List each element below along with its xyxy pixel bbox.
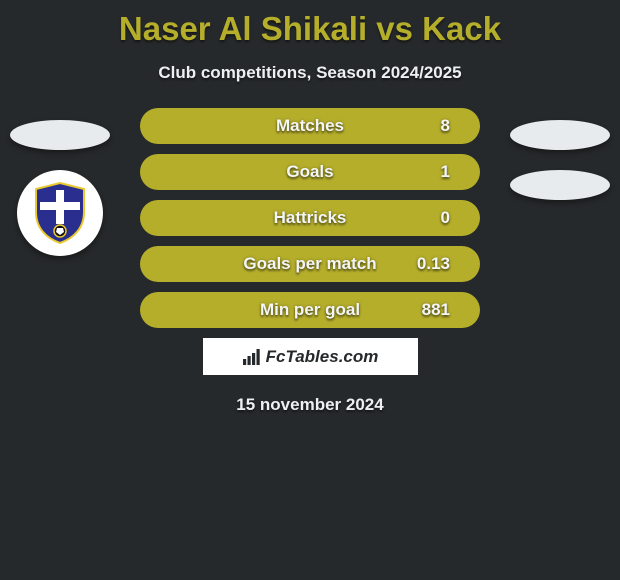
- row-right-cap: [462, 200, 480, 236]
- row-mid: Goals 1: [158, 154, 462, 190]
- stat-label: Goals per match: [243, 254, 376, 274]
- stat-row: Min per goal 881: [140, 292, 480, 328]
- stat-label: Matches: [276, 116, 344, 136]
- row-mid: Goals per match 0.13: [158, 246, 462, 282]
- row-right-cap: [462, 292, 480, 328]
- stat-label: Min per goal: [260, 300, 360, 320]
- stat-value-right: 0: [441, 208, 450, 228]
- stat-label: Hattricks: [274, 208, 347, 228]
- stat-row: Matches 8: [140, 108, 480, 144]
- brand-label: FcTables.com: [266, 347, 379, 367]
- brand-box[interactable]: FcTables.com: [203, 338, 418, 375]
- bar-chart-icon: [242, 348, 262, 366]
- stat-row: Goals 1: [140, 154, 480, 190]
- subtitle: Club competitions, Season 2024/2025: [0, 63, 620, 83]
- row-left-cap: [140, 154, 158, 190]
- stat-value-right: 0.13: [417, 254, 450, 274]
- row-left-cap: [140, 246, 158, 282]
- stat-label: Goals: [286, 162, 333, 182]
- stats-board: Matches 8 Goals 1 Hattricks 0 Goals per …: [70, 108, 550, 415]
- row-mid: Matches 8: [158, 108, 462, 144]
- page-title: Naser Al Shikali vs Kack: [0, 0, 620, 48]
- row-left-cap: [140, 292, 158, 328]
- stat-value-right: 1: [441, 162, 450, 182]
- stat-value-right: 8: [441, 116, 450, 136]
- stat-row: Hattricks 0: [140, 200, 480, 236]
- row-left-cap: [140, 108, 158, 144]
- stat-row: Goals per match 0.13: [140, 246, 480, 282]
- stat-value-right: 881: [422, 300, 450, 320]
- row-right-cap: [462, 154, 480, 190]
- row-mid: Min per goal 881: [158, 292, 462, 328]
- date-label: 15 november 2024: [70, 395, 550, 415]
- row-right-cap: [462, 246, 480, 282]
- row-right-cap: [462, 108, 480, 144]
- row-left-cap: [140, 200, 158, 236]
- row-mid: Hattricks 0: [158, 200, 462, 236]
